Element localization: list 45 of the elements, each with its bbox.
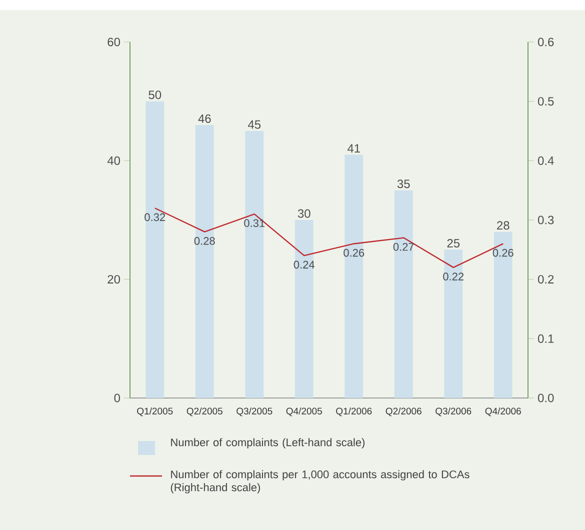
data-label: 30 [298, 209, 310, 218]
bar [245, 130, 264, 398]
bar [494, 232, 512, 398]
data-label: 46 [198, 114, 211, 123]
y2-tick-label: 0.5 [538, 97, 554, 106]
bar [294, 220, 314, 398]
data-label: 50 [148, 90, 162, 100]
data-label: 0.26 [492, 248, 514, 257]
data-label: 0.26 [344, 248, 364, 257]
data-label: 0.27 [393, 242, 414, 251]
data-label: 0.22 [443, 272, 464, 280]
y-tick-label: 0 [114, 394, 120, 402]
y2-tick-label: 0.0 [538, 394, 554, 402]
y-tick-label: 60 [108, 38, 120, 46]
y2-tick-label: 0.4 [538, 156, 554, 165]
data-label: 0.31 [244, 219, 265, 228]
data-label: 45 [248, 120, 261, 129]
y-tick-label: 20 [108, 275, 120, 284]
y2-tick-label: 0.2 [538, 275, 554, 284]
bar [344, 154, 364, 398]
data-label: 0.28 [194, 237, 215, 245]
data-label: 28 [497, 221, 510, 230]
bar [444, 250, 463, 398]
bar [195, 125, 214, 398]
y-tick-label: 40 [107, 156, 120, 165]
x-tick-label: Q2/2005 [186, 407, 222, 416]
x-tick-label: Q4/2005 [286, 407, 322, 416]
x-tick-label: Q1/2006 [336, 407, 372, 416]
data-label: 0.32 [144, 213, 166, 222]
y2-tick-label: 0.1 [538, 334, 554, 343]
data-label: 41 [347, 144, 360, 153]
x-tick-label: Q3/2005 [236, 407, 272, 416]
bar [146, 101, 164, 398]
y2-tick-label: 0.3 [538, 216, 554, 224]
data-label: 35 [397, 180, 410, 188]
bar [394, 190, 413, 398]
legend-label: Number of complaints per 1,000 accounts assigned to DCAs (Right-hand scale) [170, 470, 470, 494]
x-tick-label: Q2/2006 [386, 407, 422, 416]
legend-label: Number of complaints (Left-hand scale) [171, 438, 365, 448]
data-label: 0.24 [294, 260, 315, 269]
x-tick-label: Q4/2006 [485, 407, 521, 416]
x-tick-label: Q1/2005 [137, 407, 173, 416]
y2-tick-label: 0.6 [538, 38, 554, 46]
x-tick-label: Q3/2006 [436, 407, 472, 416]
data-label: 25 [447, 238, 460, 248]
